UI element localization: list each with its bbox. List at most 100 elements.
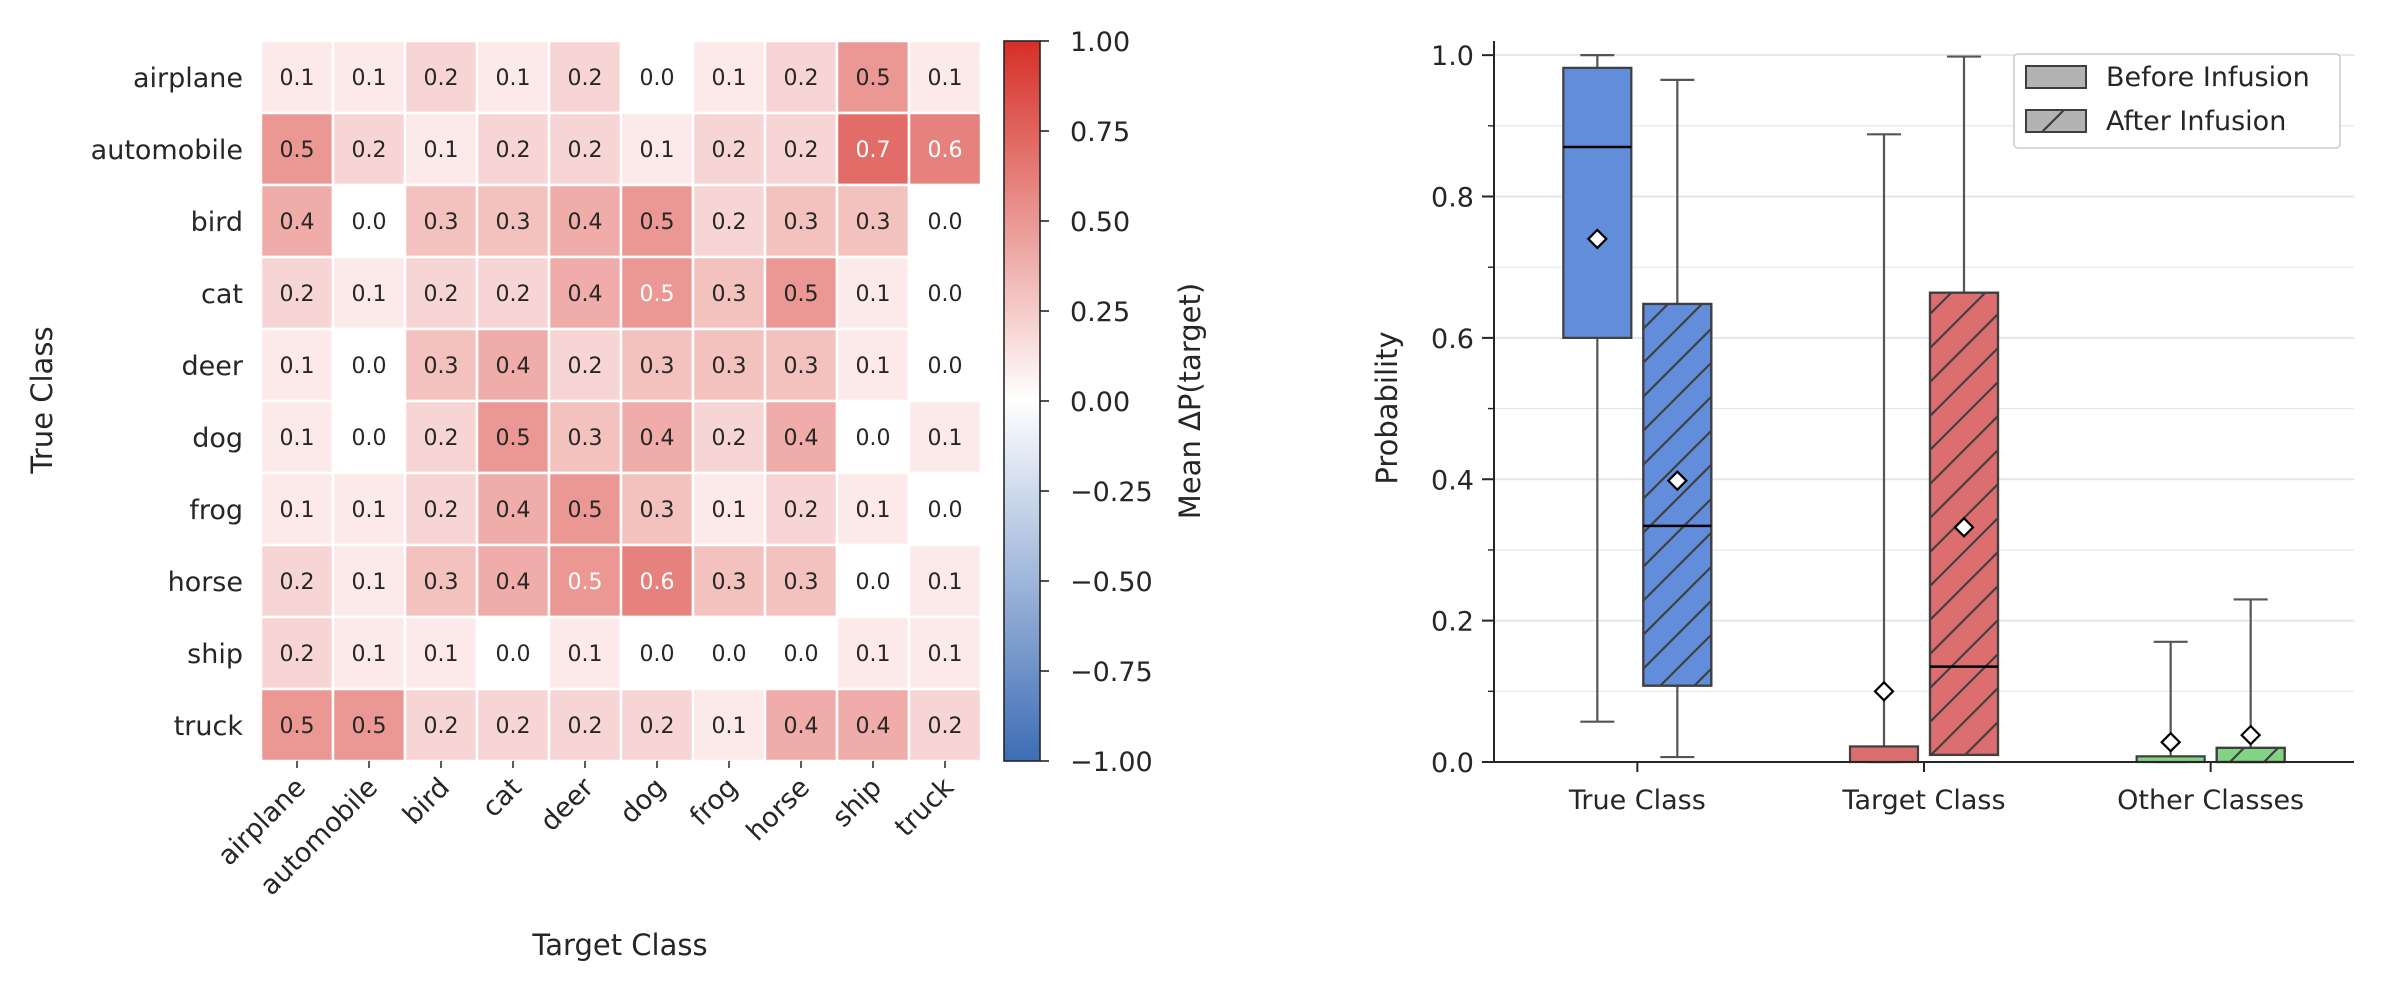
heatmap-cell [331, 615, 407, 691]
heatmap-cells: 0.1 0.1 0.2 0.1 0.2 0.0 0.1 0.2 0.5 0.1 0.5 0.2 0.1 0… [259, 39, 983, 763]
heatmap-cell [907, 471, 983, 547]
heatmap-cell-label: 0.5 [856, 66, 891, 91]
heatmap-cell [763, 471, 839, 547]
heatmap-cell [835, 399, 911, 475]
heatmap-cell-label: 0.2 [280, 282, 315, 307]
colorbar-label: Mean ΔP(target) [1173, 283, 1207, 519]
box-true-class-before [1562, 54, 1633, 723]
heatmap-cell-label: 0.3 [712, 282, 747, 307]
heatmap-col-label-deer: deer [535, 771, 601, 837]
box-other-classes-before-mean-marker [2160, 731, 2182, 753]
box-other-classes-after [2215, 598, 2286, 764]
heatmap-cell-label: 0.1 [568, 642, 603, 667]
heatmap-cell-label: 0.1 [856, 498, 891, 523]
heatmap-cell-label: 0.1 [424, 138, 459, 163]
heatmap-cell-label: 0.2 [424, 498, 459, 523]
heatmap-cell-label: 0.2 [784, 498, 819, 523]
heatmap-cell-label: 0.3 [640, 498, 675, 523]
colorbar: 1.00 0.75 0.50 0.25 0.00 −0.25 −0.50 −0.75 −1.00… [1003, 27, 1207, 778]
boxplot-x-ticks: True Class Target Class Other Classes [1568, 762, 2304, 816]
heatmap-cell-label: 0.3 [856, 210, 891, 235]
heatmap-x-axis-label: Target Class [531, 928, 707, 962]
heatmap-cell-label: 0.0 [928, 498, 963, 523]
heatmap-cell [907, 111, 983, 187]
colorbar-tick-label: 0.50 [1070, 207, 1130, 238]
boxplot-y-axis-label: Probability [1370, 331, 1404, 484]
heatmap-cell [547, 399, 623, 475]
heatmap-cell-label: 0.5 [784, 282, 819, 307]
heatmap-row-label-airplane: airplane [133, 63, 243, 94]
box-true-class-after-hatch [1642, 302, 1713, 687]
box-true-class-after-mean-marker [1666, 470, 1688, 492]
heatmap-cell [259, 39, 335, 115]
legend-swatch-after-hatch [2041, 109, 2065, 133]
colorbar-tick-label: −0.50 [1070, 567, 1153, 598]
heatmap-row-label-cat: cat [201, 279, 243, 310]
heatmap-cell [331, 543, 407, 619]
heatmap-cell [691, 615, 767, 691]
heatmap-cell-label: 0.2 [712, 426, 747, 451]
heatmap-cell-label: 0.5 [280, 138, 315, 163]
heatmap-cell-label: 0.1 [280, 498, 315, 523]
heatmap-col-label-cat: cat [476, 772, 528, 824]
heatmap-cell [835, 543, 911, 619]
heatmap-cell-label: 0.0 [928, 354, 963, 379]
heatmap-cell-label: 0.2 [784, 138, 819, 163]
boxplot-panel: 0.0 0.2 0.4 0.6 0.8 1.0 True Class Target Clas… [1370, 41, 2354, 816]
boxplot-legend: Before Infusion After Infusion [2013, 53, 2341, 149]
heatmap-cell [907, 39, 983, 115]
heatmap-cell-label: 0.1 [712, 498, 747, 523]
heatmap-cell [259, 687, 335, 763]
heatmap-cell-label: 0.5 [352, 714, 387, 739]
heatmap-cell-label: 0.1 [856, 642, 891, 667]
heatmap-cell-label: 0.2 [640, 714, 675, 739]
heatmap-cell-label: 0.4 [496, 498, 531, 523]
heatmap-cell [259, 615, 335, 691]
heatmap-cell-label: 0.4 [640, 426, 675, 451]
heatmap-cell-label: 0.4 [568, 210, 603, 235]
heatmap-cell-label: 0.2 [424, 282, 459, 307]
heatmap-cell [403, 399, 479, 475]
heatmap-cell-label: 0.2 [424, 66, 459, 91]
heatmap-cell [619, 111, 695, 187]
heatmap-row-label-horse: horse [168, 567, 243, 598]
heatmap-cell [259, 399, 335, 475]
colorbar-tick-label: 0.00 [1070, 387, 1130, 418]
heatmap-cell [691, 183, 767, 259]
heatmap-cell [907, 183, 983, 259]
heatmap-cell-label: 0.2 [352, 138, 387, 163]
heatmap-cell-label: 0.2 [424, 426, 459, 451]
heatmap-cell-label: 0.1 [280, 66, 315, 91]
boxplot-y-ticks: 0.0 0.2 0.4 0.6 0.8 1.0 [1431, 41, 1494, 779]
heatmap-cell-label: 0.2 [424, 714, 459, 739]
heatmap-cell-label: 0.5 [496, 426, 531, 451]
heatmap-cell-label: 0.0 [352, 354, 387, 379]
heatmap-cell [835, 615, 911, 691]
heatmap-cell [475, 471, 551, 547]
colorbar-tick-label: 1.00 [1070, 27, 1130, 58]
heatmap-cell-label: 0.3 [424, 354, 459, 379]
box-target-class-after [1928, 55, 2000, 757]
heatmap-cell-label: 0.1 [424, 642, 459, 667]
heatmap-row-label-automobile: automobile [91, 135, 243, 166]
heatmap-cell [763, 615, 839, 691]
heatmap-cell [835, 687, 911, 763]
legend-frame [2013, 53, 2341, 149]
box-other-classes-after-hatch [2215, 746, 2286, 764]
heatmap-cell-label: 0.1 [928, 570, 963, 595]
heatmap-cell-label: 0.4 [280, 210, 315, 235]
heatmap-cell-label: 0.4 [856, 714, 891, 739]
heatmap-cell-label: 0.3 [712, 570, 747, 595]
heatmap-cell-label: 0.1 [352, 282, 387, 307]
heatmap-cell [619, 687, 695, 763]
heatmap-cell-label: 0.0 [640, 66, 675, 91]
heatmap-cell-label: 0.2 [280, 642, 315, 667]
colorbar-tick-label: −1.00 [1070, 747, 1153, 778]
heatmap-cell [763, 687, 839, 763]
heatmap-cell-label: 0.1 [640, 138, 675, 163]
heatmap-cell-label: 0.1 [856, 282, 891, 307]
heatmap-cell [547, 543, 623, 619]
heatmap-cell-label: 0.4 [784, 714, 819, 739]
boxplot-x-tick-label-other-classes: Other Classes [2117, 785, 2304, 816]
